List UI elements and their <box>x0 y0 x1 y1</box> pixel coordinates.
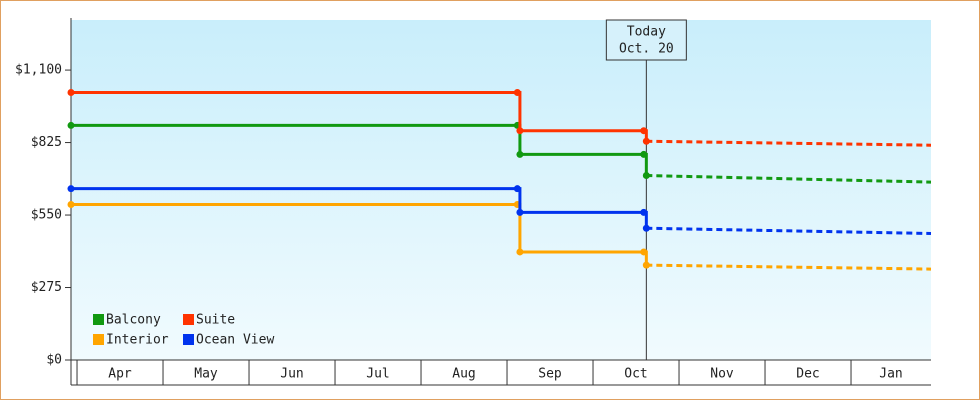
legend-label: Interior <box>106 333 169 348</box>
x-tick-label: Oct <box>624 367 647 382</box>
point <box>516 150 524 158</box>
x-tick-label: Dec <box>796 367 819 382</box>
today-box <box>605 19 687 61</box>
point <box>67 185 75 193</box>
y-tick-label: $1,100 <box>15 63 62 78</box>
x-tick-label: May <box>194 367 218 382</box>
forecast-line <box>646 226 932 235</box>
forecast-line <box>646 139 932 147</box>
point <box>516 248 524 256</box>
point <box>642 137 650 145</box>
legend-swatch <box>93 334 104 345</box>
forecast-line <box>646 174 932 184</box>
legend-label: Ocean View <box>196 333 274 348</box>
point <box>67 121 75 129</box>
point <box>67 200 75 208</box>
y-tick-label: $825 <box>31 135 62 150</box>
x-tick-label: Apr <box>108 367 132 382</box>
point <box>516 127 524 135</box>
point <box>516 208 524 216</box>
point <box>640 208 648 216</box>
x-tick-label: Nov <box>710 367 734 382</box>
legend-swatch <box>183 314 194 325</box>
x-tick-label: Jan <box>879 367 902 382</box>
legend-label: Balcony <box>106 313 161 328</box>
x-tick-label: Aug <box>452 367 475 382</box>
legend-swatch <box>183 334 194 345</box>
y-tick-label: $0 <box>46 353 62 368</box>
legend-label: Suite <box>196 313 235 328</box>
y-tick-label: $550 <box>31 208 62 223</box>
legend-swatch <box>93 314 104 325</box>
point <box>640 127 648 135</box>
forecast-line <box>646 263 932 271</box>
point <box>642 224 650 232</box>
today-label: Today <box>627 25 666 40</box>
point <box>642 172 650 180</box>
point <box>640 248 648 256</box>
y-tick-label: $275 <box>31 280 62 295</box>
point <box>67 88 75 96</box>
x-tick-label: Sep <box>538 367 562 382</box>
point <box>642 261 650 269</box>
point <box>513 88 521 96</box>
point <box>640 150 648 158</box>
point <box>513 185 521 193</box>
today-label: Oct. 20 <box>619 42 674 57</box>
x-tick-label: Jul <box>366 367 389 382</box>
x-tick-label: Jun <box>280 367 303 382</box>
